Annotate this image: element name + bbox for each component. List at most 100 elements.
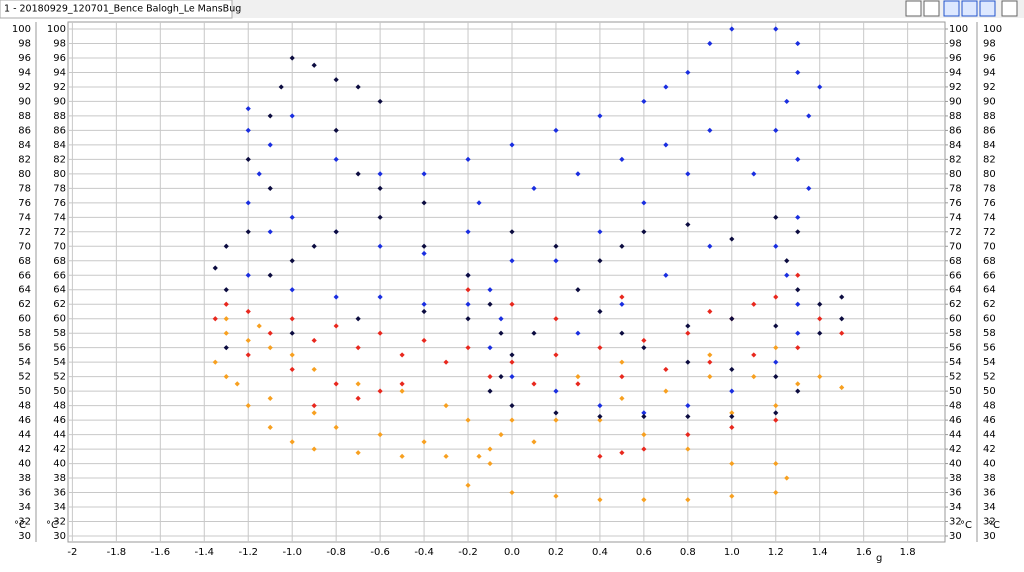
scatter-point [245,352,251,358]
scatter-point [355,316,361,322]
y2-tick-label: 94 [949,67,962,78]
scatter-point [663,142,669,148]
scatter-point [245,403,251,409]
scatter-point [641,410,647,416]
scatter-point [289,439,295,445]
tool-button[interactable] [1001,0,1018,17]
y2-tick-label: 34 [983,502,996,513]
scatter-point [421,439,427,445]
scatter-point [509,374,515,380]
scatter-point [685,432,691,438]
y-tick-label: 66 [53,270,66,281]
y-tick-label: 48 [53,401,66,412]
scatter-point [498,330,504,336]
y2-tick-label: 32 [949,517,962,528]
scatter-point [333,294,339,300]
tool-button[interactable] [905,0,922,17]
scatter-point [465,482,471,488]
y2-tick-label: 80 [949,169,962,180]
y-tick-label: 72 [18,227,31,238]
scatter-point [311,446,317,452]
scatter-point [487,446,493,452]
y2-tick-label: 38 [983,473,996,484]
scatter-point [498,316,504,322]
scatter-point [685,171,691,177]
tool-button[interactable] [943,0,960,17]
scatter-point [729,493,735,499]
scatter-point [487,287,493,293]
scatter-point [553,316,559,322]
scatter-point [333,323,339,329]
scatter-point [421,250,427,257]
x-tick-label: 0.8 [680,547,696,558]
scatter-point [663,388,669,394]
scatter-point [465,316,471,322]
y-tick-label: 70 [53,241,66,252]
y2-tick-label: 30 [949,531,962,542]
scatter-point [729,410,735,416]
scatter-point [553,410,559,416]
scatter-point [641,200,647,206]
scatter-point [311,403,317,409]
scatter-point [729,424,735,430]
scatter-point [839,384,845,391]
scatter-point [597,453,603,459]
y-tick-label: 92 [18,82,31,93]
scatter-point [641,432,647,438]
tool-button[interactable] [979,0,996,17]
scatter-point [619,301,625,307]
y-tick-label: 62 [53,299,66,310]
scatter-point [685,446,691,452]
scatter-point [707,40,713,47]
scatter-point [476,453,482,459]
x-tick-label: 1.0 [724,547,740,558]
scatter-point [223,301,229,307]
scatter-point [443,403,449,409]
scatter-point [795,40,801,47]
tab-bar [0,0,1024,18]
scatter-point [289,258,295,264]
scatter-point [377,185,383,191]
scatter-point [553,243,559,249]
scatter-point [773,345,779,351]
scatter-point [641,345,647,351]
x-tick-label: -1.0 [282,547,302,558]
scatter-point [377,388,383,394]
scatter-point [806,185,812,191]
scatter-point [619,359,625,365]
y-tick-label: 36 [53,488,66,499]
scatter-point [817,316,823,322]
y2-tick-label: 90 [949,96,962,107]
y-tick-label: 62 [18,299,31,310]
scatter-point [707,359,713,365]
y2-tick-label: 56 [949,343,962,354]
scatter-point [795,69,801,76]
scatter-point [531,439,537,445]
tool-button[interactable] [961,0,978,17]
scatter-point [685,69,691,76]
tool-button[interactable] [923,0,940,17]
y-tick-label: 96 [53,53,66,64]
y-tick-label: 94 [18,67,31,78]
scatter-point [729,388,735,394]
y2-tick-label: 92 [949,82,962,93]
y-tick-label: 50 [18,386,31,397]
y-tick-label: 38 [18,473,31,484]
scatter-point [729,366,735,373]
y2-tick-label: 86 [983,125,996,136]
scatter-point [267,272,273,278]
y2-tick-label: 36 [949,488,962,499]
scatter-point [311,243,317,249]
scatter-point [465,345,471,351]
y2-tick-label: 100 [949,24,968,35]
scatter-point [597,345,603,351]
y-tick-label: 88 [53,111,66,122]
tab[interactable] [0,0,233,19]
scatter-point [784,475,790,481]
scatter-point [311,410,317,416]
y2-tick-label: 50 [983,386,996,397]
scatter-point [465,301,471,307]
scatter-point [377,432,383,438]
y-tick-label: 92 [53,82,66,93]
scatter-point [773,403,779,409]
